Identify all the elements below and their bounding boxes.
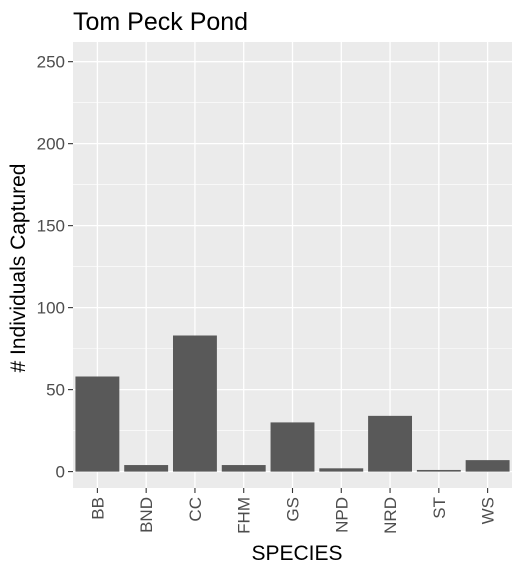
y-tick-label: 100: [37, 299, 65, 318]
bar-npd: [319, 468, 364, 472]
x-tick-label: ST: [430, 497, 449, 519]
y-tick-label: 200: [37, 135, 65, 154]
x-tick-label: GS: [284, 497, 303, 522]
x-tick-label: NRD: [381, 497, 400, 534]
y-tick-label: 0: [56, 463, 65, 482]
bar-ws: [465, 460, 510, 472]
major-gridlines: [73, 42, 512, 488]
bar-nrd: [368, 415, 413, 472]
x-tick-label: FHM: [235, 497, 254, 534]
bar-bb: [75, 376, 120, 472]
x-tick-label: WS: [479, 497, 498, 524]
x-tick-label: BB: [88, 497, 107, 520]
y-axis: 0 50 100 150 200 250: [37, 53, 73, 482]
x-tick-label: BND: [137, 497, 156, 533]
bar-st: [416, 469, 461, 472]
y-tick-label: 50: [46, 381, 65, 400]
bar-cc: [172, 335, 217, 472]
bars: [75, 335, 510, 472]
x-tick-label: CC: [186, 497, 205, 522]
y-axis-title: # Individuals Captured: [7, 164, 30, 373]
y-tick-label: 150: [37, 217, 65, 236]
y-tick-label: 250: [37, 53, 65, 72]
x-axis-title: SPECIES: [251, 542, 342, 565]
x-axis: BB BND CC FHM GS NPD NRD ST WS: [88, 488, 498, 534]
chart-title: Tom Peck Pond: [73, 8, 248, 36]
bar-bnd: [124, 465, 169, 472]
bar-gs: [270, 422, 315, 472]
bar-fhm: [221, 465, 266, 472]
x-tick-label: NPD: [332, 497, 351, 533]
